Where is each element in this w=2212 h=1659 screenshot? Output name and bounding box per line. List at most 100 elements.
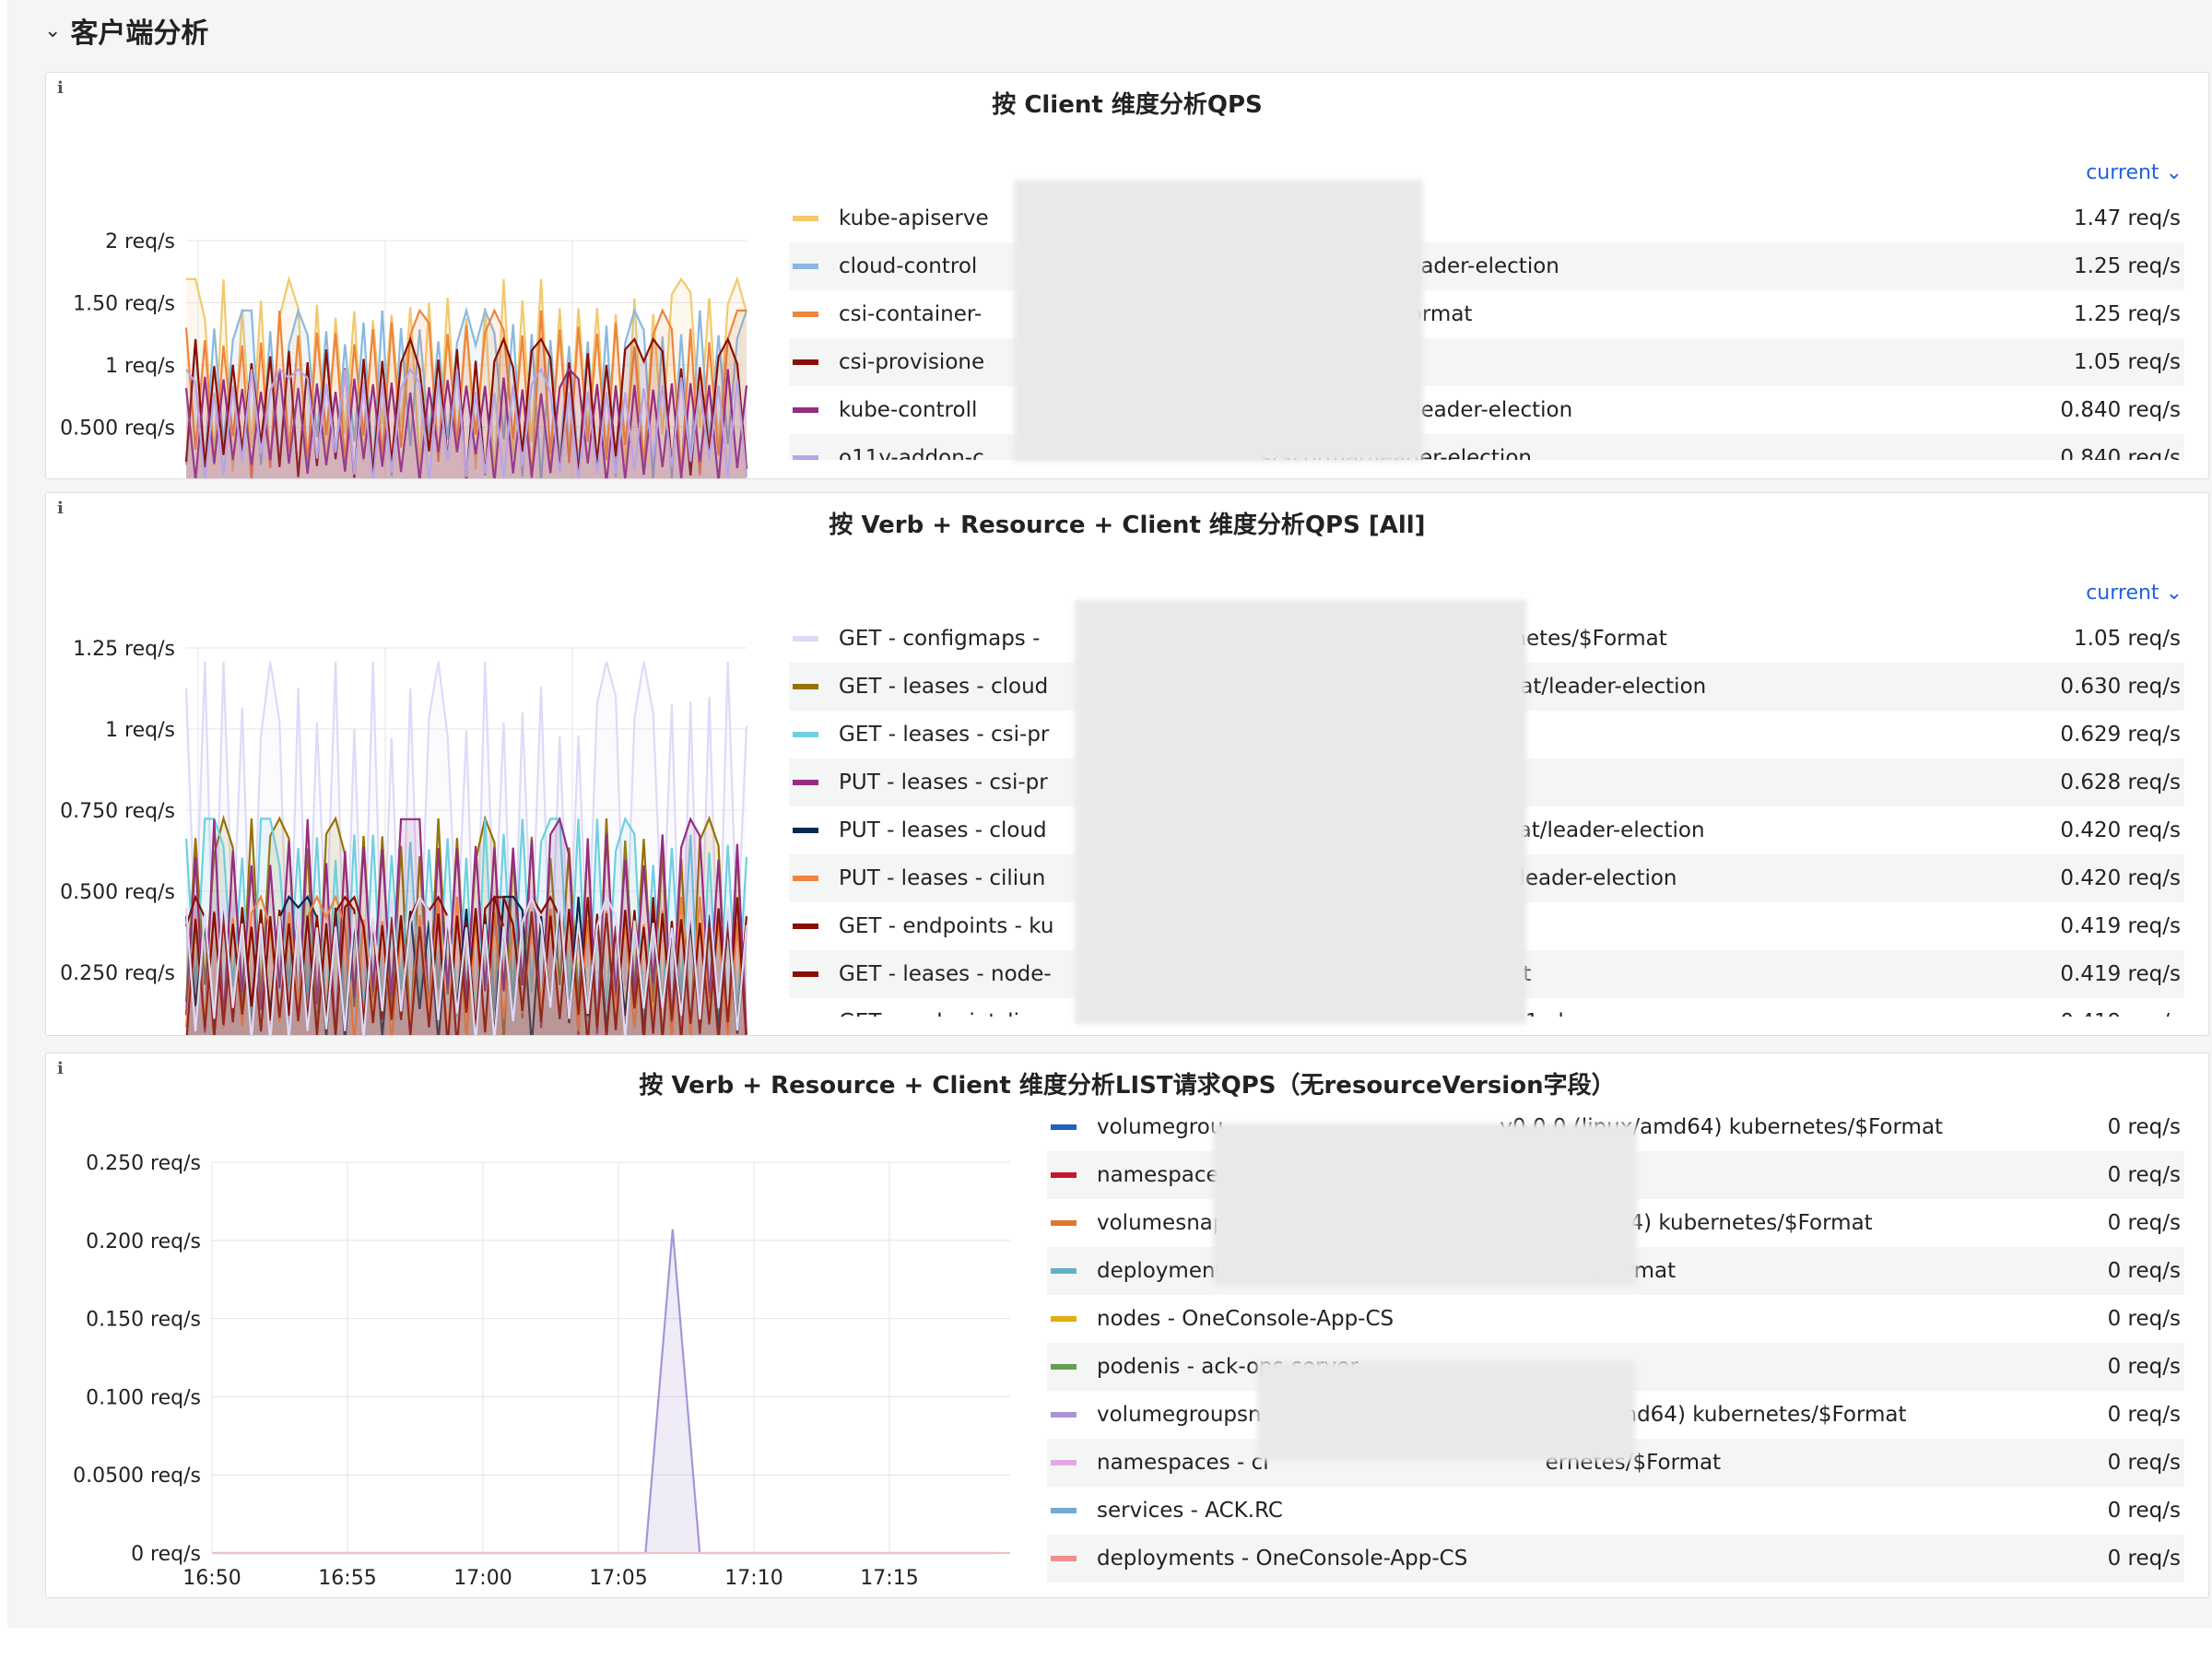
legend-swatch[interactable] (793, 407, 818, 413)
legend-swatch[interactable] (1051, 1268, 1077, 1274)
series-line (184, 335, 748, 478)
legend-current-value: 0 req/s (2107, 1451, 2181, 1475)
legend-client-qps: current ⌄ kube-apiserve91cd1.47 req/sclo… (789, 161, 2184, 478)
legend-current-value: 0 req/s (2107, 1259, 2181, 1283)
legend-current-value: 0.419 req/s (2060, 1010, 2181, 1017)
legend-swatch[interactable] (793, 455, 818, 460)
legend-current-value: 0.629 req/s (2060, 723, 2181, 747)
legend-item[interactable]: o11y-addon-cs/$Format/leader-election0.8… (789, 434, 2184, 460)
legend-sort-current[interactable]: current ⌄ (2086, 161, 2183, 184)
panel-title[interactable]: 按 Verb + Resource + Client 维度分析QPS [All] (829, 512, 1426, 539)
x-tick-label: 17:00 (453, 1567, 512, 1590)
y-tick-label: 0.750 req/s (60, 800, 175, 823)
legend-header-label: current (2086, 582, 2159, 605)
graph-verb-resource-client-qps[interactable]: 0 req/s0.250 req/s0.500 req/s0.750 req/s… (46, 567, 765, 1035)
chevron-down-icon[interactable]: ⌄ (44, 18, 62, 42)
legend-swatch[interactable] (793, 312, 818, 317)
info-icon[interactable]: i (57, 499, 64, 518)
legend-swatch[interactable] (793, 732, 818, 737)
graph-client-qps[interactable]: 0 req/s 0.500 req/s 1 req/s 1.50 req/s 2 req… (46, 147, 765, 478)
legend-item[interactable]: kube-apiserve91cd1.47 req/s (789, 194, 2184, 242)
series-area (186, 897, 747, 1035)
redaction-blur (1014, 180, 1423, 462)
legend-series-name: deployments - OneConsole-App-CS (1097, 1547, 1468, 1571)
legend-swatch[interactable] (793, 924, 818, 929)
series-area (186, 369, 747, 478)
legend-swatch[interactable] (793, 684, 818, 689)
series-line (185, 367, 748, 478)
legend-swatch[interactable] (1051, 1124, 1077, 1130)
row-header[interactable]: ⌄ 客户端分析 (44, 7, 208, 53)
legend-current-value: 1.05 req/s (2074, 350, 2181, 374)
panel-client-qps: i 按 Client 维度分析QPS 0 req/s 0.500 req/s 1 r… (45, 72, 2209, 479)
series-area (186, 310, 747, 478)
legend-sort-current[interactable]: current ⌄ (2086, 582, 2183, 605)
legend-current-value: 0.420 req/s (2060, 866, 2181, 890)
y-tick-label: 0.250 req/s (60, 962, 175, 985)
panel-title[interactable]: 按 Client 维度分析QPS (992, 91, 1263, 119)
series-area (186, 278, 747, 478)
y-tick-label: 0.500 req/s (60, 418, 175, 441)
legend-current-value: 0 req/s (2107, 1547, 2181, 1571)
series-line (184, 894, 748, 1035)
series-line (184, 894, 748, 1035)
panel-verb-resource-client-qps: i 按 Verb + Resource + Client 维度分析QPS [Al… (45, 492, 2209, 1036)
legend-current-value: 0 req/s (2107, 1307, 2181, 1331)
y-tick-label: 1.50 req/s (73, 293, 175, 316)
legend-swatch[interactable] (1051, 1508, 1077, 1513)
legend-current-value: 1.25 req/s (2074, 254, 2181, 278)
x-tick-label: 17:15 (860, 1567, 918, 1590)
legend-current-value: 0.419 req/s (2060, 914, 2181, 938)
legend-swatch[interactable] (793, 216, 818, 221)
legend-swatch[interactable] (793, 876, 818, 881)
legend-item[interactable]: csi-provisionenat1.05 req/s (789, 338, 2184, 386)
legend-swatch[interactable] (793, 971, 818, 977)
legend-swatch[interactable] (793, 780, 818, 785)
legend-swatch[interactable] (793, 636, 818, 641)
y-tick-label: 1.25 req/s (73, 638, 175, 661)
graph-list-qps[interactable]: 0 req/s 0.0500 req/s 0.100 req/s 0.150 req/… (46, 1127, 1023, 1590)
legend-swatch[interactable] (1051, 1220, 1077, 1226)
legend-current-value: 1.25 req/s (2074, 302, 2181, 326)
legend-item[interactable]: cloud-controletes/$Format/leader-electio… (789, 242, 2184, 290)
legend-item[interactable]: deployments - OneConsole-App-CS 0 req/s (1047, 1535, 2184, 1583)
x-tick-label: 17:10 (724, 1567, 782, 1590)
redaction-blur (1257, 1361, 1635, 1461)
legend-current-value: 0 req/s (2107, 1403, 2181, 1427)
legend-current-value: 0 req/s (2107, 1499, 2181, 1523)
legend-swatch[interactable] (1051, 1460, 1077, 1465)
legend-swatch[interactable] (1051, 1316, 1077, 1322)
legend-current-value: 0.419 req/s (2060, 962, 2181, 986)
legend-swatch[interactable] (1051, 1412, 1077, 1418)
legend-series-name: services - ACK.RC (1097, 1499, 1283, 1523)
legend-swatch[interactable] (793, 828, 818, 833)
legend-item[interactable]: nodes - OneConsole-App-CS 0 req/s (1047, 1295, 2184, 1343)
legend-swatch[interactable] (1051, 1556, 1077, 1561)
info-icon[interactable]: i (57, 1059, 64, 1078)
legend-swatch[interactable] (1051, 1364, 1077, 1370)
legend-swatch[interactable] (1051, 1172, 1077, 1178)
y-tick-label: 0.100 req/s (86, 1386, 201, 1409)
series-line (184, 308, 747, 478)
legend-current-value: 0.420 req/s (2060, 818, 2181, 842)
panel-list-qps: i 按 Verb + Resource + Client 维度分析LIST请求Q… (45, 1053, 2209, 1598)
x-tick-label: 17:05 (589, 1567, 647, 1590)
series-line (184, 816, 748, 1035)
info-icon[interactable]: i (57, 78, 64, 98)
legend-swatch[interactable] (793, 264, 818, 269)
legend-current-value: 0 req/s (2107, 1355, 2181, 1379)
legend-item[interactable]: kube-controllnetes/e9947fb/leader-electi… (789, 386, 2184, 434)
y-tick-label: 1 req/s (105, 719, 175, 742)
y-tick-label: 0.500 req/s (60, 881, 175, 904)
x-tick-label: 16:50 (182, 1567, 241, 1590)
legend-swatch[interactable] (793, 359, 818, 365)
legend-current-value: 0.630 req/s (2060, 675, 2181, 699)
legend-current-value: 0.840 req/s (2060, 398, 2181, 422)
y-tick-label: 1 req/s (105, 355, 175, 378)
legend-header-label: current (2086, 161, 2159, 184)
panel-title[interactable]: 按 Verb + Resource + Client 维度分析LIST请求QPS… (639, 1072, 1616, 1100)
legend-current-value: 0 req/s (2107, 1115, 2181, 1139)
legend-current-value: 0.840 req/s (2060, 446, 2181, 460)
legend-item[interactable]: services - ACK.RC 0 req/s (1047, 1487, 2184, 1535)
